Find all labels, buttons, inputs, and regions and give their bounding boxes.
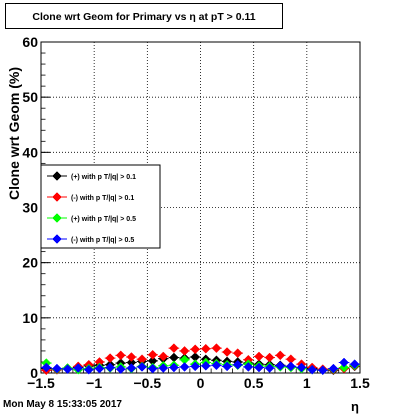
data-point: [200, 360, 211, 371]
data-point: [275, 360, 286, 371]
chart-title: Clone wrt Geom for Primary vs η at pT > …: [5, 3, 283, 29]
y-tick-label: 30: [22, 200, 38, 216]
y-tick-label: 10: [22, 310, 38, 326]
data-point: [349, 359, 360, 370]
legend-marker: [52, 213, 62, 223]
legend-label: (+) with p T/|q| > 0.5: [71, 216, 136, 223]
legend-marker: [52, 171, 62, 181]
y-tick-label: 40: [22, 144, 38, 160]
data-point: [232, 348, 243, 358]
data-point: [62, 364, 73, 374]
data-point: [211, 343, 222, 354]
data-point: [94, 363, 105, 374]
data-point: [296, 362, 307, 373]
data-point: [190, 344, 201, 355]
data-point: [275, 350, 286, 361]
data-point: [222, 361, 232, 372]
data-point: [328, 363, 339, 374]
data-point: [264, 352, 275, 363]
data-point: [243, 362, 254, 372]
x-tick-label: −1.5: [27, 375, 55, 391]
data-point: [232, 359, 243, 370]
footer-timestamp: Mon May 8 15:33:05 2017: [3, 399, 122, 410]
legend-marker: [52, 234, 62, 244]
data-point: [339, 357, 349, 368]
data-point: [169, 343, 179, 354]
data-point: [190, 361, 201, 372]
series-layer: [41, 343, 360, 376]
data-point: [137, 362, 147, 372]
data-point: [339, 362, 349, 373]
data-point: [264, 363, 275, 373]
x-tick-label: −1: [86, 375, 102, 391]
y-tick-label: 60: [22, 34, 38, 50]
data-point: [147, 349, 158, 360]
x-tick-labels: −1.5 −1 −0.5 0 0.5 1 1.5: [27, 375, 370, 391]
data-point: [286, 361, 296, 372]
data-point: [254, 351, 264, 362]
legend-label: (-) with p T/|q| > 0.5: [71, 237, 134, 244]
data-point: [115, 350, 126, 361]
data-point: [179, 346, 190, 356]
data-point: [254, 362, 264, 373]
y-tick-label: 50: [22, 89, 38, 105]
data-point: [147, 363, 158, 374]
data-point: [211, 360, 222, 371]
x-tick-label: 1.5: [350, 375, 370, 391]
y-tick-label: 20: [22, 255, 38, 271]
data-point: [200, 343, 211, 354]
y-tick-labels: 0 10 20 30 40 50 60: [22, 34, 38, 381]
series-3: [41, 357, 360, 376]
data-point: [158, 363, 169, 373]
data-point: [41, 362, 52, 373]
legend-label: (+) with p T/|q| > 0.1: [71, 174, 136, 181]
data-point: [105, 353, 115, 363]
legend-label: (-) with p T/|q| > 0.1: [71, 195, 134, 202]
legend: (+) with p T/|q| > 0.1 (-) with p T/|q| >…: [40, 164, 161, 249]
data-point: [317, 365, 328, 376]
x-tick-label: 1: [303, 375, 311, 391]
x-axis-label: η: [351, 399, 359, 414]
data-point: [115, 364, 126, 374]
data-point: [307, 364, 318, 375]
data-point: [83, 364, 94, 375]
legend-box: [40, 164, 161, 249]
data-point: [126, 352, 137, 362]
data-point: [158, 351, 169, 362]
y-tick-label: 0: [30, 365, 38, 381]
legend-entries: (+) with p T/|q| > 0.1 (-) with p T/|q| >…: [47, 171, 136, 244]
data-point: [52, 363, 62, 374]
legend-marker: [52, 192, 62, 202]
x-tick-label: 0: [197, 375, 205, 391]
data-point: [105, 362, 115, 373]
data-point: [169, 362, 179, 373]
data-point: [222, 347, 232, 357]
x-tick-label: 0.5: [244, 375, 264, 391]
data-point: [73, 363, 84, 373]
data-point: [126, 363, 137, 373]
data-point: [179, 362, 190, 372]
x-tick-label: −0.5: [134, 375, 162, 391]
y-axis-label: Clone wrt Geom (%): [6, 67, 22, 200]
